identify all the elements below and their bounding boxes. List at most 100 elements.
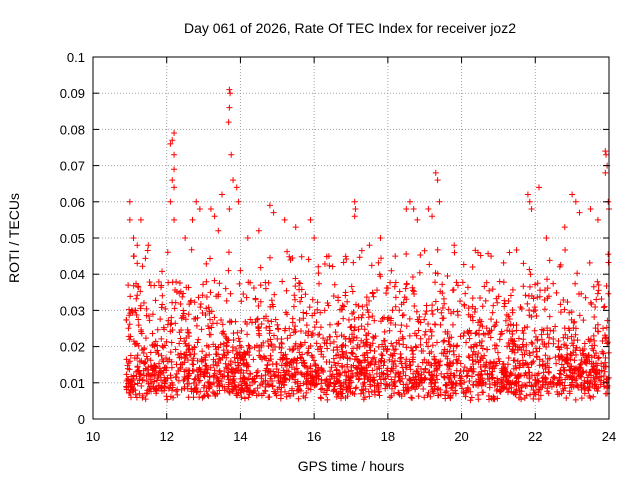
data-point [333, 333, 340, 340]
data-point [186, 351, 193, 358]
data-point [557, 261, 564, 268]
data-point-peak [603, 151, 610, 158]
data-point [295, 395, 302, 402]
data-point [153, 387, 160, 394]
data-point [240, 388, 247, 395]
data-point [566, 309, 573, 316]
data-point [264, 369, 271, 376]
data-point [194, 339, 201, 346]
data-point [535, 388, 542, 395]
data-point [469, 313, 476, 320]
data-point [560, 296, 567, 303]
data-point [530, 391, 537, 398]
data-point-peak [602, 169, 609, 176]
data-point [386, 327, 393, 334]
data-point [144, 355, 151, 362]
data-point [281, 382, 288, 389]
data-point [544, 295, 551, 302]
data-point [450, 351, 457, 358]
data-point [395, 370, 402, 377]
data-point [528, 361, 535, 368]
data-point [520, 330, 527, 337]
data-point [152, 297, 159, 304]
data-point [370, 333, 377, 340]
data-point [494, 375, 501, 382]
data-point [216, 368, 223, 375]
y-tick-label: 0.06 [60, 195, 85, 210]
data-point [546, 257, 553, 264]
data-point [221, 330, 228, 337]
data-point [546, 355, 553, 362]
y-axis-label: ROTI / TECUs [6, 193, 22, 283]
data-point [236, 338, 243, 345]
data-point [557, 301, 564, 308]
data-point [327, 379, 334, 386]
data-point [592, 303, 599, 310]
data-point [569, 376, 576, 383]
data-point-peak [219, 191, 225, 198]
data-point [337, 385, 344, 392]
data-point [298, 294, 305, 301]
data-point-peak [171, 130, 178, 137]
data-point [427, 362, 434, 369]
x-tick-label: 18 [381, 429, 395, 444]
data-point [224, 365, 231, 372]
data-point [125, 333, 132, 340]
data-point [573, 344, 580, 351]
data-point [413, 344, 420, 351]
data-point [363, 302, 370, 309]
data-point [416, 379, 423, 386]
data-point [340, 259, 347, 266]
data-point [357, 390, 364, 397]
data-point [392, 321, 399, 328]
data-point [581, 384, 588, 391]
data-point [180, 307, 187, 314]
data-point-peak [410, 206, 417, 213]
data-point [162, 305, 169, 312]
data-point-peak [266, 202, 273, 209]
data-point [372, 391, 379, 398]
data-point [506, 316, 513, 323]
data-point [590, 374, 597, 381]
data-point [351, 316, 358, 323]
data-point [177, 335, 184, 342]
data-point [475, 396, 482, 403]
data-point [545, 369, 552, 376]
data-point [155, 278, 162, 285]
data-point [536, 386, 543, 393]
data-point [240, 357, 247, 364]
data-point [409, 287, 416, 294]
data-point [300, 380, 307, 387]
data-point [192, 375, 199, 382]
data-point [400, 381, 407, 388]
data-point [333, 379, 340, 386]
data-point [130, 372, 137, 379]
data-point [238, 327, 245, 334]
data-point [175, 351, 182, 358]
data-point [271, 371, 278, 378]
data-point [140, 346, 147, 353]
data-point [350, 259, 357, 266]
data-point [391, 283, 398, 290]
data-point [601, 303, 608, 310]
data-point-peak [366, 242, 373, 249]
data-point [398, 360, 405, 367]
data-point [386, 394, 393, 401]
data-point [470, 348, 477, 355]
data-point [191, 299, 198, 306]
data-point [508, 370, 515, 377]
data-point [206, 316, 213, 323]
data-point [406, 362, 413, 369]
data-point [364, 339, 371, 346]
data-point [479, 345, 486, 352]
data-point [555, 343, 562, 350]
data-point [292, 328, 299, 335]
data-point [297, 327, 304, 334]
data-point [298, 342, 305, 349]
data-point [534, 280, 541, 287]
data-point [469, 317, 476, 324]
data-point [552, 354, 559, 361]
data-point [254, 368, 261, 375]
data-point-peak [193, 198, 200, 205]
